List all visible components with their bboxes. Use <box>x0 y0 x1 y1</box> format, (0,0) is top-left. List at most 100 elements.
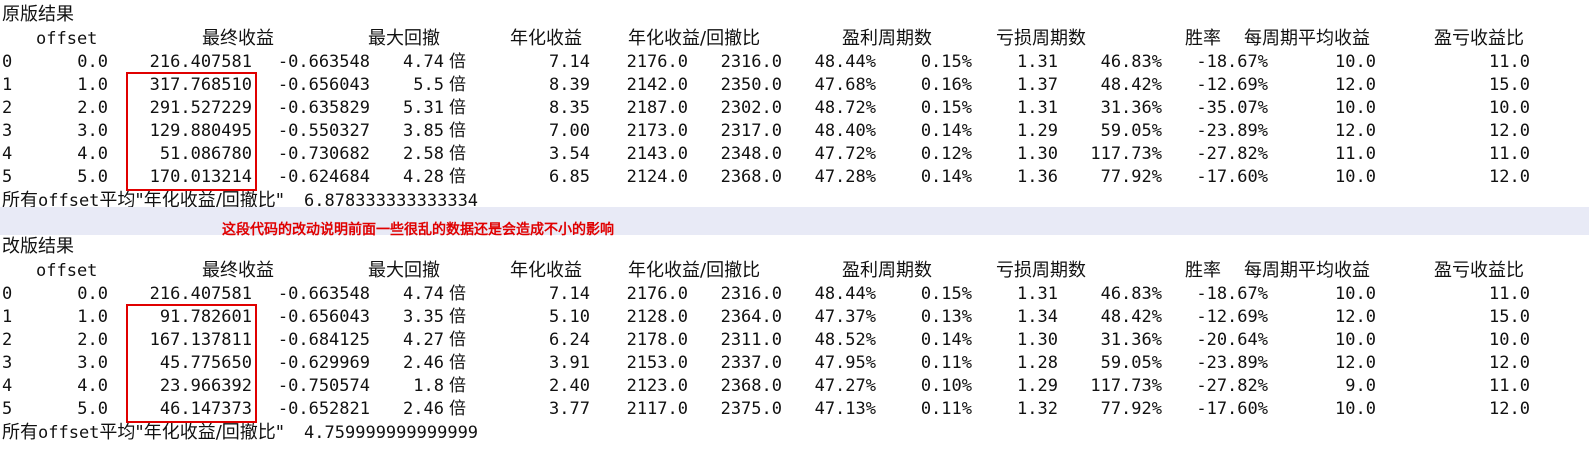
table-row: 2 2.0 291.527229 -0.635829 5.31 倍 8.35 2187.0 23… <box>0 97 1589 120</box>
column-header: 胜率 <box>1185 260 1221 281</box>
table-cell: 1.0 <box>77 307 108 327</box>
table-cell: 5.5 <box>413 75 444 95</box>
table-cell: 0.15% <box>920 284 972 304</box>
table-cell: 3 <box>2 353 13 373</box>
table-cell: 216.407581 <box>149 52 252 72</box>
table-cell: 2117.0 <box>626 399 688 419</box>
table-cell: 4.0 <box>77 376 108 396</box>
table-cell: 1.29 <box>1017 376 1058 396</box>
table-cell: 2337.0 <box>720 353 782 373</box>
table-cell: 2176.0 <box>626 284 688 304</box>
table-cell: 10.0 <box>1335 399 1376 419</box>
table-cell: 6.24 <box>549 330 590 350</box>
table-cell: 1.31 <box>1017 284 1058 304</box>
table-cell: 45.775650 <box>159 353 252 373</box>
table-cell: 23.966392 <box>159 376 252 396</box>
table-cell: 12.0 <box>1489 167 1530 187</box>
table-cell: -0.656043 <box>277 307 370 327</box>
table-cell: 1.34 <box>1017 307 1058 327</box>
table-cell: -0.663548 <box>277 52 370 72</box>
table-cell: 10.0 <box>1335 330 1376 350</box>
table-cell: 7.00 <box>549 121 590 141</box>
table-row: 5 5.0 170.013214 -0.624684 4.28 倍 6.85 2124.0 23… <box>0 166 1589 189</box>
table-cell: 2311.0 <box>720 330 782 350</box>
table-cell: 3.77 <box>549 399 590 419</box>
table-cell: 11.0 <box>1335 144 1376 164</box>
table-row: 0 0.0 216.407581 -0.663548 4.74 倍 7.14 2176.0 23… <box>0 283 1589 306</box>
table-cell: 0.15% <box>920 52 972 72</box>
table-cell: 倍 <box>449 144 466 164</box>
table-cell: 2375.0 <box>720 399 782 419</box>
table-cell: 2 <box>2 98 13 118</box>
table-cell: 8.35 <box>549 98 590 118</box>
highlight-box <box>126 72 257 191</box>
table-cell: 2348.0 <box>720 144 782 164</box>
summary-label-prefix: 所有 <box>2 190 38 211</box>
table-cell: 46.147373 <box>159 399 252 419</box>
table-cell: 10.0 <box>1335 284 1376 304</box>
column-header: 每周期平均收益 <box>1244 260 1370 281</box>
table-cell: 1.32 <box>1017 399 1058 419</box>
table-cell: 3.85 <box>403 121 444 141</box>
table-cell: 3.91 <box>549 353 590 373</box>
table-cell: 倍 <box>449 330 466 350</box>
column-header: 年化收益 <box>510 28 582 49</box>
table-cell: 0.15% <box>920 98 972 118</box>
table-cell: 倍 <box>449 376 466 396</box>
table-cell: 倍 <box>449 284 466 304</box>
table-cell: 7.14 <box>549 52 590 72</box>
table-cell: 51.086780 <box>159 144 252 164</box>
table-cell: 47.27% <box>814 376 876 396</box>
table-cell: 2368.0 <box>720 167 782 187</box>
column-header: 最终收益 <box>202 260 274 281</box>
table-cell: -0.663548 <box>277 284 370 304</box>
table-cell: 3.54 <box>549 144 590 164</box>
table-cell: 2143.0 <box>626 144 688 164</box>
table-cell: 2.58 <box>403 144 444 164</box>
table-cell: -12.69% <box>1196 307 1268 327</box>
summary-label-offset: offset <box>38 423 100 443</box>
table-row: 3 3.0 45.775650 -0.629969 2.46 倍 3.91 2153.0 233… <box>0 352 1589 375</box>
table-cell: 10.0 <box>1335 52 1376 72</box>
table-cell: 5 <box>2 167 13 187</box>
table-cell: 倍 <box>449 167 466 187</box>
table-cell: 2316.0 <box>720 284 782 304</box>
table-cell: 48.44% <box>814 52 876 72</box>
table-cell: 2 <box>2 330 13 350</box>
table-cell: -0.656043 <box>277 75 370 95</box>
table-cell: 倍 <box>449 98 466 118</box>
divider-band <box>0 207 1589 235</box>
table-cell: 2368.0 <box>720 376 782 396</box>
table-row: 5 5.0 46.147373 -0.652821 2.46 倍 3.77 2117.0 237… <box>0 398 1589 421</box>
column-header: 盈利周期数 <box>842 260 932 281</box>
original-title: 原版结果 <box>2 4 74 25</box>
table-cell: 倍 <box>449 307 466 327</box>
table-cell: 129.880495 <box>149 121 252 141</box>
table-cell: 1 <box>2 75 13 95</box>
table-cell: 291.527229 <box>149 98 252 118</box>
table-cell: 10.0 <box>1489 330 1530 350</box>
column-header: 盈利周期数 <box>842 28 932 49</box>
table-cell: 3.0 <box>77 353 108 373</box>
table-cell: 0.12% <box>920 144 972 164</box>
table-cell: 1.36 <box>1017 167 1058 187</box>
table-cell: 倍 <box>449 121 466 141</box>
summary-label-prefix: 所有 <box>2 422 38 443</box>
column-header: 年化收益/回撤比 <box>628 260 761 281</box>
table-cell: 91.782601 <box>159 307 252 327</box>
table-cell: 5.31 <box>403 98 444 118</box>
table-cell: 10.0 <box>1489 98 1530 118</box>
summary-line: 所有offset平均"年化收益/回撤比" 4.759999999999999 <box>2 421 478 445</box>
table-cell: 2.40 <box>549 376 590 396</box>
column-header: 亏损周期数 <box>996 28 1086 49</box>
table-cell: 1.37 <box>1017 75 1058 95</box>
table-cell: 1 <box>2 307 13 327</box>
table-cell: 4.74 <box>403 284 444 304</box>
summary-line: 所有offset平均"年化收益/回撤比" 6.878333333333334 <box>2 189 478 213</box>
table-cell: 48.72% <box>814 98 876 118</box>
table-cell: 1.29 <box>1017 121 1058 141</box>
table-cell: 0.0 <box>77 284 108 304</box>
table-cell: 2.0 <box>77 330 108 350</box>
table-cell: -17.60% <box>1196 167 1268 187</box>
table-cell: -0.629969 <box>277 353 370 373</box>
